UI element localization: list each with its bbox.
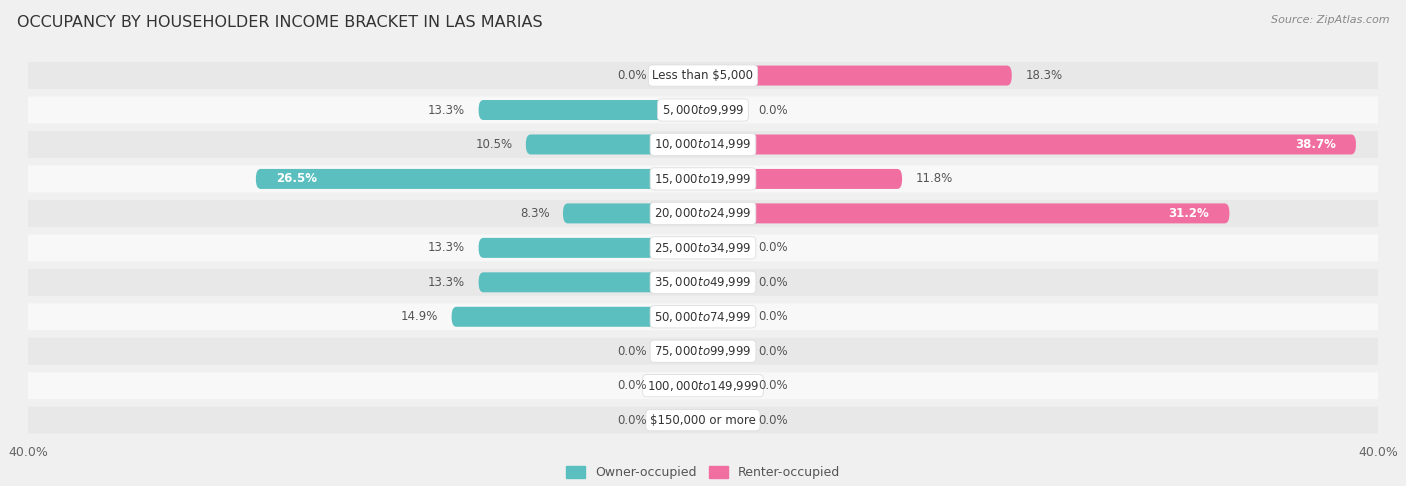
Text: 31.2%: 31.2% — [1168, 207, 1209, 220]
FancyBboxPatch shape — [478, 238, 703, 258]
FancyBboxPatch shape — [20, 303, 1386, 330]
Text: $5,000 to $9,999: $5,000 to $9,999 — [662, 103, 744, 117]
Text: OCCUPANCY BY HOUSEHOLDER INCOME BRACKET IN LAS MARIAS: OCCUPANCY BY HOUSEHOLDER INCOME BRACKET … — [17, 15, 543, 30]
FancyBboxPatch shape — [478, 100, 703, 120]
FancyBboxPatch shape — [703, 100, 745, 120]
Text: 38.7%: 38.7% — [1295, 138, 1336, 151]
FancyBboxPatch shape — [661, 341, 703, 361]
FancyBboxPatch shape — [256, 169, 703, 189]
Text: $15,000 to $19,999: $15,000 to $19,999 — [654, 172, 752, 186]
FancyBboxPatch shape — [661, 410, 703, 430]
FancyBboxPatch shape — [703, 135, 1355, 155]
FancyBboxPatch shape — [703, 66, 1012, 86]
FancyBboxPatch shape — [703, 204, 1229, 224]
Text: 0.0%: 0.0% — [617, 414, 647, 427]
FancyBboxPatch shape — [20, 372, 1386, 399]
Text: 0.0%: 0.0% — [617, 69, 647, 82]
FancyBboxPatch shape — [703, 341, 745, 361]
Text: $25,000 to $34,999: $25,000 to $34,999 — [654, 241, 752, 255]
FancyBboxPatch shape — [703, 307, 745, 327]
FancyBboxPatch shape — [703, 410, 745, 430]
Text: 0.0%: 0.0% — [617, 345, 647, 358]
FancyBboxPatch shape — [703, 238, 745, 258]
Text: 18.3%: 18.3% — [1025, 69, 1063, 82]
FancyBboxPatch shape — [562, 204, 703, 224]
FancyBboxPatch shape — [703, 169, 903, 189]
FancyBboxPatch shape — [703, 272, 745, 292]
Text: 0.0%: 0.0% — [759, 345, 789, 358]
FancyBboxPatch shape — [20, 131, 1386, 158]
Text: 13.3%: 13.3% — [427, 242, 465, 254]
FancyBboxPatch shape — [20, 166, 1386, 192]
Text: 0.0%: 0.0% — [759, 242, 789, 254]
Text: 0.0%: 0.0% — [617, 379, 647, 392]
Text: 11.8%: 11.8% — [915, 173, 953, 186]
Text: 13.3%: 13.3% — [427, 104, 465, 117]
Text: 10.5%: 10.5% — [475, 138, 512, 151]
Text: $75,000 to $99,999: $75,000 to $99,999 — [654, 344, 752, 358]
Text: 26.5%: 26.5% — [276, 173, 318, 186]
Text: 0.0%: 0.0% — [759, 310, 789, 323]
FancyBboxPatch shape — [20, 200, 1386, 227]
FancyBboxPatch shape — [703, 376, 745, 396]
Text: $20,000 to $24,999: $20,000 to $24,999 — [654, 207, 752, 220]
Text: 13.3%: 13.3% — [427, 276, 465, 289]
Legend: Owner-occupied, Renter-occupied: Owner-occupied, Renter-occupied — [561, 461, 845, 484]
FancyBboxPatch shape — [661, 376, 703, 396]
Text: 0.0%: 0.0% — [759, 104, 789, 117]
Text: 0.0%: 0.0% — [759, 379, 789, 392]
Text: $35,000 to $49,999: $35,000 to $49,999 — [654, 276, 752, 289]
FancyBboxPatch shape — [20, 97, 1386, 123]
FancyBboxPatch shape — [20, 62, 1386, 89]
Text: $50,000 to $74,999: $50,000 to $74,999 — [654, 310, 752, 324]
FancyBboxPatch shape — [478, 272, 703, 292]
FancyBboxPatch shape — [20, 234, 1386, 261]
FancyBboxPatch shape — [20, 407, 1386, 434]
Text: $100,000 to $149,999: $100,000 to $149,999 — [647, 379, 759, 393]
Text: 8.3%: 8.3% — [520, 207, 550, 220]
FancyBboxPatch shape — [20, 338, 1386, 364]
Text: $10,000 to $14,999: $10,000 to $14,999 — [654, 138, 752, 152]
FancyBboxPatch shape — [20, 269, 1386, 296]
FancyBboxPatch shape — [661, 66, 703, 86]
FancyBboxPatch shape — [451, 307, 703, 327]
Text: 14.9%: 14.9% — [401, 310, 439, 323]
Text: $150,000 or more: $150,000 or more — [650, 414, 756, 427]
Text: Source: ZipAtlas.com: Source: ZipAtlas.com — [1271, 15, 1389, 25]
Text: 0.0%: 0.0% — [759, 414, 789, 427]
Text: 0.0%: 0.0% — [759, 276, 789, 289]
Text: Less than $5,000: Less than $5,000 — [652, 69, 754, 82]
FancyBboxPatch shape — [526, 135, 703, 155]
